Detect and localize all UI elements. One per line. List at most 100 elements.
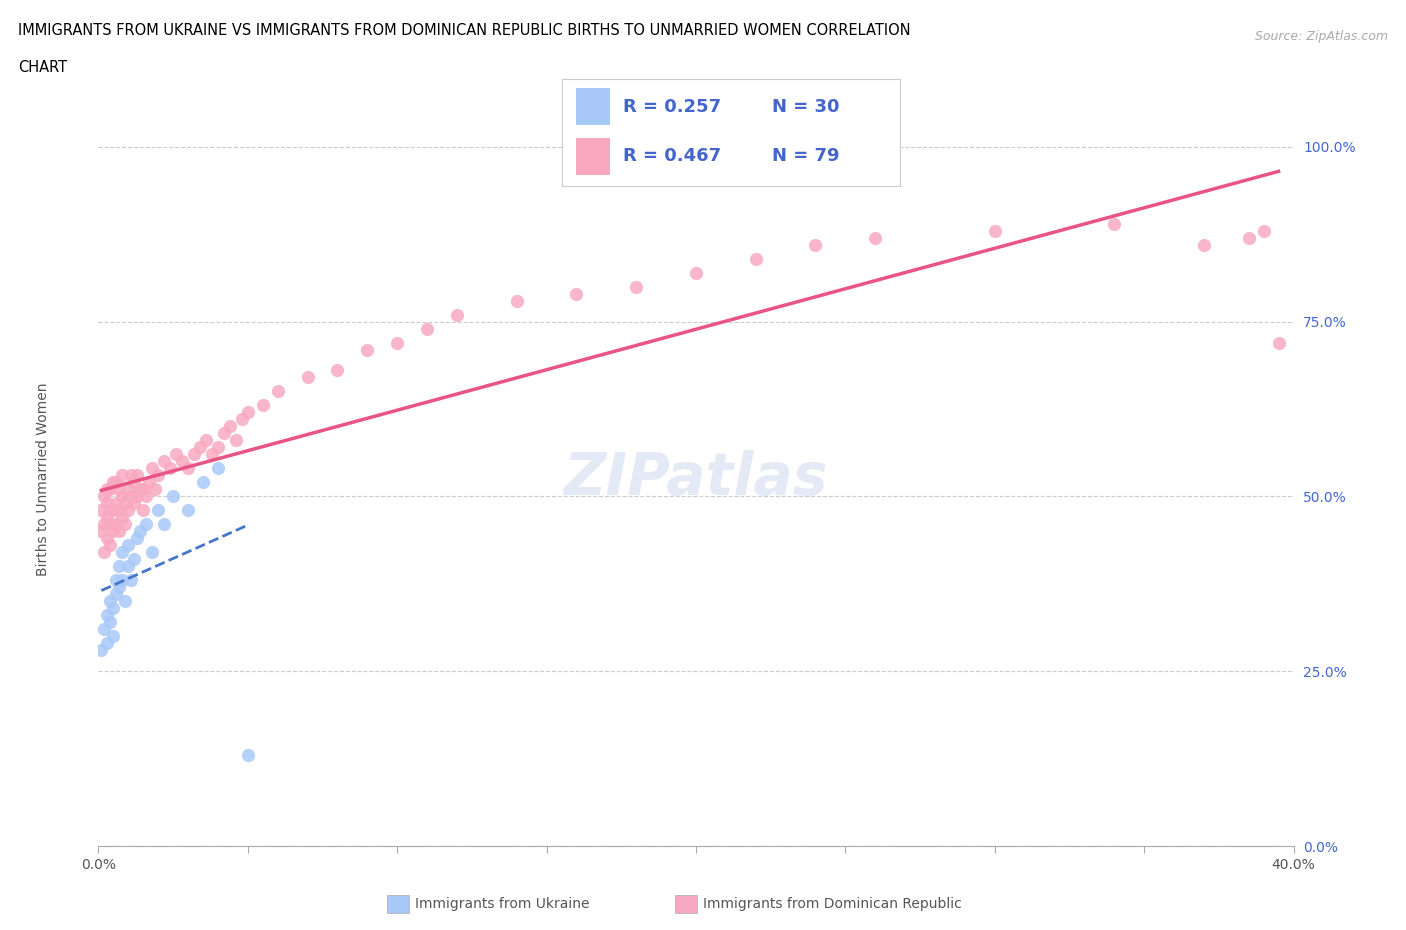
- Point: [103, 601, 125, 616]
- Point: [98, 482, 122, 497]
- Point: [138, 475, 160, 490]
- Point: [148, 468, 170, 483]
- Point: [105, 573, 128, 588]
- Point: [120, 573, 142, 588]
- Point: [1267, 335, 1289, 350]
- Point: [153, 517, 176, 532]
- Point: [114, 594, 136, 609]
- Point: [231, 412, 253, 427]
- Point: [865, 230, 887, 245]
- Point: [98, 517, 122, 532]
- Point: [143, 482, 166, 497]
- Point: [98, 615, 122, 630]
- Point: [188, 440, 211, 455]
- Point: [103, 524, 125, 538]
- Point: [1253, 223, 1275, 238]
- Point: [267, 384, 290, 399]
- Point: [159, 461, 181, 476]
- Point: [105, 587, 128, 602]
- Point: [111, 573, 134, 588]
- Point: [120, 489, 142, 504]
- Point: [127, 468, 149, 483]
- Point: [565, 286, 588, 301]
- Point: [506, 293, 529, 308]
- Point: [117, 482, 139, 497]
- Point: [96, 510, 118, 525]
- Point: [191, 475, 214, 490]
- Point: [416, 321, 439, 336]
- Point: [93, 517, 115, 532]
- Point: [236, 405, 259, 420]
- Point: [1192, 237, 1215, 252]
- Point: [93, 622, 115, 637]
- Point: [124, 552, 146, 567]
- Point: [165, 447, 187, 462]
- Point: [98, 594, 122, 609]
- Text: N = 30: N = 30: [772, 98, 839, 116]
- Point: [252, 398, 274, 413]
- Point: [207, 461, 229, 476]
- Point: [141, 461, 163, 476]
- Point: [162, 489, 184, 504]
- Point: [111, 510, 134, 525]
- Point: [105, 517, 128, 532]
- Point: [114, 517, 136, 532]
- Point: [129, 524, 152, 538]
- Text: ZIPatlas: ZIPatlas: [564, 450, 828, 508]
- Point: [153, 454, 176, 469]
- Point: [105, 496, 128, 511]
- Point: [117, 503, 139, 518]
- Point: [385, 335, 409, 350]
- Text: Source: ZipAtlas.com: Source: ZipAtlas.com: [1254, 30, 1388, 43]
- FancyBboxPatch shape: [576, 87, 610, 125]
- Point: [183, 447, 205, 462]
- Point: [96, 531, 118, 546]
- Point: [96, 636, 118, 651]
- Point: [117, 559, 139, 574]
- Point: [135, 489, 157, 504]
- Point: [114, 496, 136, 511]
- Text: N = 79: N = 79: [772, 147, 839, 165]
- Point: [356, 342, 378, 357]
- Point: [108, 482, 131, 497]
- Point: [96, 608, 118, 623]
- Point: [111, 545, 134, 560]
- FancyBboxPatch shape: [576, 138, 610, 175]
- Point: [108, 503, 131, 518]
- Point: [127, 489, 149, 504]
- Point: [141, 545, 163, 560]
- Point: [90, 643, 112, 658]
- Point: [124, 496, 146, 511]
- Point: [1104, 216, 1126, 231]
- Point: [117, 538, 139, 552]
- Point: [108, 559, 131, 574]
- Point: [105, 475, 128, 490]
- Y-axis label: Births to Unmarried Women: Births to Unmarried Women: [37, 382, 49, 576]
- Point: [297, 370, 319, 385]
- Point: [177, 503, 200, 518]
- Point: [132, 482, 155, 497]
- Point: [624, 279, 647, 294]
- Point: [111, 468, 134, 483]
- Point: [745, 251, 768, 266]
- Point: [446, 307, 468, 322]
- Point: [225, 433, 247, 448]
- Point: [236, 748, 259, 763]
- Point: [326, 363, 349, 378]
- Text: CHART: CHART: [18, 60, 67, 75]
- Point: [93, 489, 115, 504]
- Point: [804, 237, 827, 252]
- Point: [98, 503, 122, 518]
- Point: [685, 265, 707, 280]
- Point: [207, 440, 229, 455]
- Point: [108, 580, 131, 595]
- Point: [127, 531, 149, 546]
- Point: [98, 538, 122, 552]
- Point: [90, 503, 112, 518]
- Text: Immigrants from Ukraine: Immigrants from Ukraine: [415, 897, 589, 911]
- Point: [194, 433, 218, 448]
- Point: [132, 503, 155, 518]
- Point: [212, 426, 235, 441]
- Point: [172, 454, 194, 469]
- Point: [129, 482, 152, 497]
